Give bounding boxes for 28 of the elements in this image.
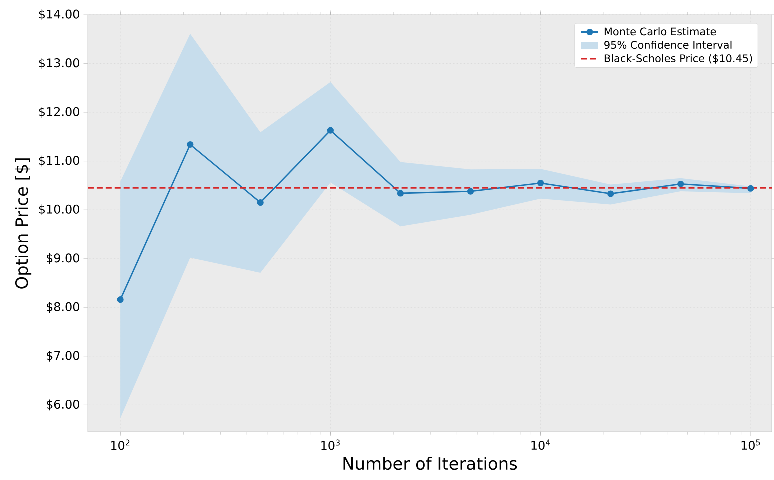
x-tick-label: 10$^{5}$ <box>742 440 760 450</box>
point <box>187 141 194 148</box>
x-tick-label: 10$^{3}$ <box>322 440 340 450</box>
point <box>467 188 474 195</box>
y-tick-label: $12.00 <box>39 107 80 118</box>
point <box>608 190 614 198</box>
legend-label: Monte Carlo Estimate <box>604 28 716 36</box>
x-axis-title: Number of Iterations <box>344 457 518 470</box>
point <box>327 127 334 134</box>
y-axis-title: Option Price [$] <box>15 158 32 289</box>
y-tick-label: $8.00 <box>47 302 80 314</box>
point <box>538 180 544 187</box>
y-tick-label: $11.00 <box>39 156 80 167</box>
y-tick-label: $13.00 <box>39 58 80 70</box>
point <box>397 190 404 197</box>
point <box>748 185 754 192</box>
y-tick-label: $10.00 <box>39 204 80 216</box>
y-tick-label: $14.00 <box>39 10 80 20</box>
point <box>678 180 684 188</box>
x-tick-label: 10$^{2}$ <box>111 440 130 450</box>
y-tick-label: $7.00 <box>47 350 80 362</box>
point <box>117 296 124 304</box>
legend-label: Black-Scholes Price ($10.45) <box>604 54 752 64</box>
annotation: 95% Confidence Interval <box>604 40 732 50</box>
x-tick-label: 10$^{4}$ <box>532 440 550 450</box>
y-tick-label: $6.00 <box>47 400 80 411</box>
point <box>257 199 264 206</box>
y-tick-label: $9.00 <box>47 253 80 264</box>
